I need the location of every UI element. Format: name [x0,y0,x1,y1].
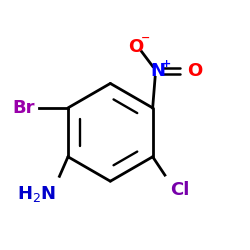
Text: +: + [162,59,172,69]
Text: Br: Br [12,99,35,117]
Text: Cl: Cl [170,181,189,199]
Text: H$_2$N: H$_2$N [16,184,56,204]
Text: N: N [150,62,165,80]
Text: O: O [187,62,202,80]
Text: −: − [141,32,150,42]
Text: O: O [128,38,143,56]
